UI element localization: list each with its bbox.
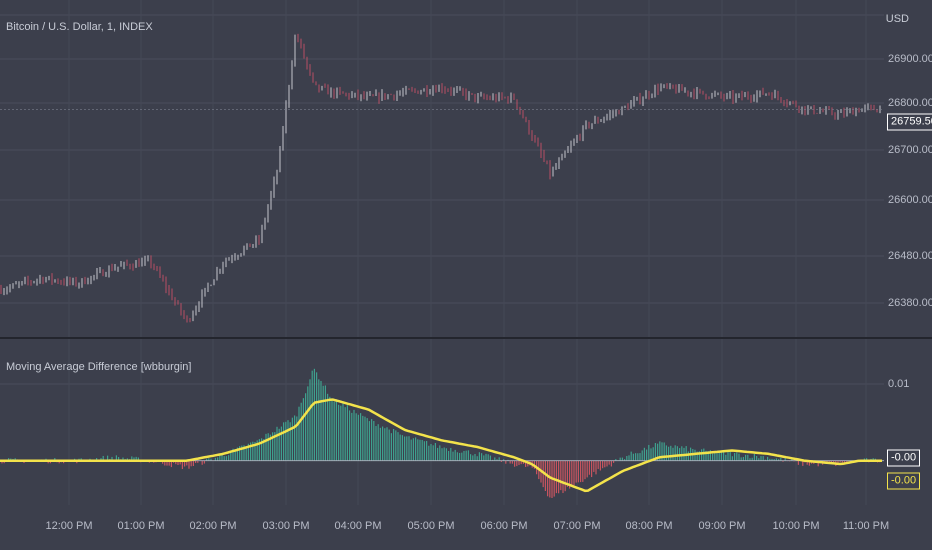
time-tick-label: 03:00 PM <box>262 520 310 532</box>
symbol-title[interactable]: Bitcoin / U.S. Dollar, 1, INDEX <box>6 21 153 33</box>
price-tick-label: 26600.00 <box>888 194 932 206</box>
currency-label: USD <box>885 13 909 25</box>
time-tick-label: 01:00 PM <box>117 520 165 532</box>
time-tick-label: 12:00 PM <box>45 520 93 532</box>
price-tick-label: 26480.00 <box>888 250 932 262</box>
time-tick-label: 09:00 PM <box>698 520 746 532</box>
time-tick-label: 02:00 PM <box>189 520 237 532</box>
moving-average-line <box>0 398 882 493</box>
price-tick-label: 26800.00 <box>888 97 932 109</box>
indicator-value-badge: -0.00 <box>887 449 921 467</box>
price-tick-label: 26700.00 <box>888 144 932 156</box>
last-price-badge: 26759.50 <box>887 113 932 131</box>
time-tick-label: 08:00 PM <box>625 520 673 532</box>
time-tick-label: 07:00 PM <box>553 520 601 532</box>
time-tick-label: 06:00 PM <box>480 520 528 532</box>
time-tick-label: 05:00 PM <box>407 520 455 532</box>
time-tick-label: 10:00 PM <box>772 520 820 532</box>
ma-value-badge: -0.00 <box>887 472 921 490</box>
time-tick-label: 04:00 PM <box>334 520 382 532</box>
price-tick-label: 26380.00 <box>888 297 932 309</box>
indicator-title[interactable]: Moving Average Difference [wbburgin] <box>6 361 192 373</box>
time-tick-label: 11:00 PM <box>842 520 890 532</box>
indicator-tick-label: 0.01 <box>888 378 910 390</box>
price-tick-label: 26900.00 <box>888 53 932 65</box>
